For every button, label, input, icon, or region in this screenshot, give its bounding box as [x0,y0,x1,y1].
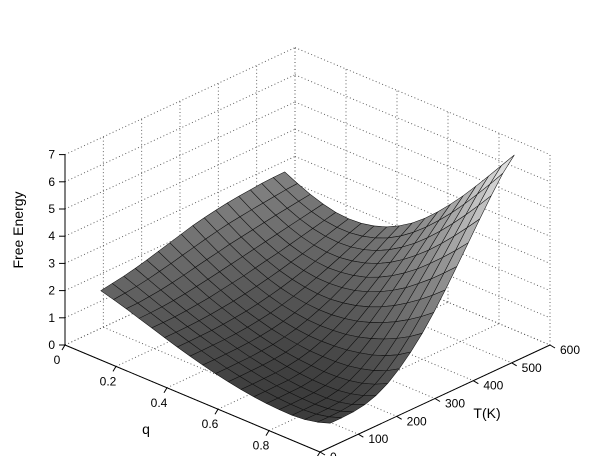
q-axis-label: q [142,421,150,437]
temperature-tick-label: 100 [368,432,388,446]
temperature-tick-mark [511,362,517,367]
free-energy-tick-label: 2 [48,284,55,298]
temperature-tick-mark [319,451,326,456]
q-tick-label: 0 [54,353,61,367]
free-energy-axis-label: Free Energy [10,191,26,268]
floor-grid-line [103,326,359,435]
surface-facet [489,154,515,185]
temperature-tick-label: 300 [445,397,465,411]
free-energy-tick-label: 7 [48,148,55,162]
q-tick-mark [214,408,219,415]
side-wall-grid-line [64,47,296,156]
temperature-tick-mark [473,380,479,385]
temperature-tick-label: 600 [560,343,580,357]
temperature-tick-label: 0 [330,450,337,456]
back-wall-grid-line [294,47,551,156]
q-tick-label: 0.4 [151,396,168,410]
temperature-tick-label: 500 [522,361,542,375]
free-energy-tick-label: 6 [48,175,55,189]
free-energy-tick-label: 5 [48,202,55,216]
q-axis-line [64,344,321,453]
free-energy-tick-label: 1 [48,311,55,325]
back-wall-grid-line [294,183,551,292]
q-tick-mark [163,387,168,394]
temperature-tick-mark [358,433,364,438]
side-wall-grid-line [64,128,296,237]
q-tick-mark [265,430,270,436]
axes [59,154,556,456]
temperature-tick-label: 400 [483,379,503,393]
temperature-tick-mark [434,398,441,402]
free-energy-tick-label: 3 [48,256,55,270]
q-tick-label: 0.2 [100,374,117,388]
side-wall-grid-line [64,74,296,183]
back-wall-grid-line [294,128,551,237]
back-wall-grid-line [294,155,551,264]
free-energy-tick-label: 0 [48,338,55,352]
free-energy-tick-label: 4 [48,229,55,243]
temperature-tick-mark [549,344,556,349]
side-wall-grid-line [64,155,296,264]
side-wall-grid-line [64,101,296,210]
temperature-axis-label: T(K) [473,405,500,421]
surface-facet [317,416,343,424]
q-tick-mark [61,344,66,351]
back-wall-grid-line [294,101,551,210]
energy-surface [100,154,515,424]
q-tick-label: 0.8 [253,439,270,453]
tick-labels: 00.20.40.60.8101002003004005006000123456… [48,148,580,456]
temperature-tick-label: 200 [407,414,427,428]
back-wall-grid-line [294,74,551,183]
q-tick-label: 0.6 [202,417,219,431]
q-tick-mark [317,451,321,456]
q-tick-mark [112,366,117,372]
temperature-tick-mark [396,415,402,420]
